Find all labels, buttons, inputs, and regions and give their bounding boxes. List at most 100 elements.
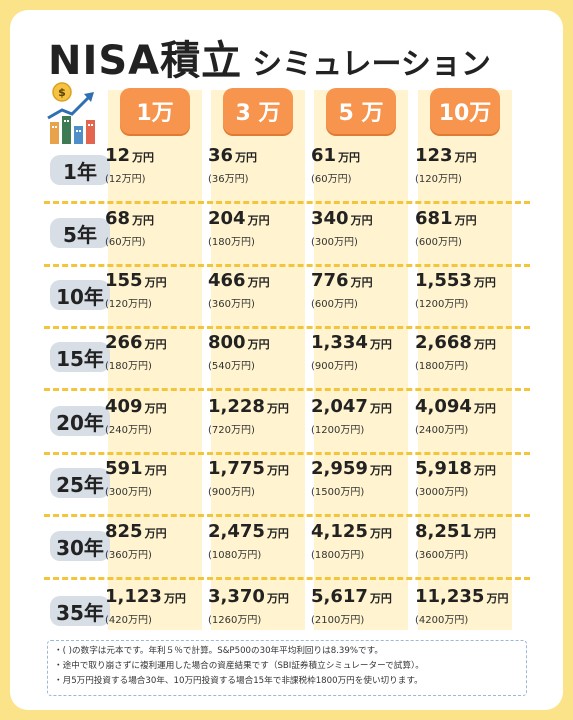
year-label: 5年	[50, 218, 110, 248]
principal-amount: (60万円)	[105, 237, 146, 248]
principal-amount: (1800万円)	[415, 361, 469, 372]
principal-amount: (600万円)	[311, 299, 358, 310]
result-value: 11,235 万円	[415, 586, 519, 607]
principal-amount: (720万円)	[208, 425, 255, 436]
unit-label: 万円	[454, 214, 477, 227]
result-value: 2,668 万円	[415, 332, 519, 353]
principal-amount: (1500万円)	[311, 487, 365, 498]
result-cell: 681 万円 (600万円)	[415, 208, 519, 248]
result-cell: 2,959 万円 (1500万円)	[311, 458, 415, 498]
unit-label: 万円	[247, 338, 270, 351]
result-cell: 36 万円 (36万円)	[208, 145, 312, 185]
unit-label: 万円	[266, 527, 289, 540]
unit-label: 万円	[266, 402, 289, 415]
result-value: 1,775 万円	[208, 458, 312, 479]
unit-label: 万円	[144, 276, 167, 289]
note-line: ・途中で取り崩さずに複利運用した場合の資産結果です（SBI証券積立シミュレーター…	[54, 661, 424, 671]
unit-label: 万円	[473, 527, 496, 540]
note-line: ・( )の数字は元本です。年利５％で計算。S&P500の30年平均利回りは8.3…	[54, 646, 383, 656]
result-cell: 5,617 万円 (2100万円)	[311, 586, 415, 626]
principal-amount: (120万円)	[415, 174, 462, 185]
unit-label: 万円	[144, 464, 167, 477]
unit-label: 万円	[473, 464, 496, 477]
result-value: 409 万円	[105, 396, 209, 417]
svg-text:$: $	[58, 86, 66, 99]
result-cell: 409 万円 (240万円)	[105, 396, 209, 436]
amount: 681	[415, 208, 453, 229]
unit-label: 万円	[369, 464, 392, 477]
year-label: 25年	[50, 468, 110, 498]
principal-amount: (1260万円)	[208, 615, 262, 626]
amount: 12	[105, 145, 131, 166]
result-cell: 825 万円 (360万円)	[105, 521, 209, 561]
amount: 2,959	[311, 458, 368, 479]
note-line: ・月5万円投資する場合30年、10万円投資する場合15年で非課税枠1800万円を…	[54, 676, 423, 686]
unit-label: 万円	[473, 276, 496, 289]
result-value: 5,918 万円	[415, 458, 519, 479]
row-divider	[44, 388, 530, 391]
year-label: 30年	[50, 531, 110, 561]
result-cell: 155 万円 (120万円)	[105, 270, 209, 310]
amount: 800	[208, 332, 246, 353]
column-header-3: 5 万	[326, 88, 396, 134]
amount: 4,125	[311, 521, 368, 542]
result-cell: 800 万円 (540万円)	[208, 332, 312, 372]
result-cell: 2,047 万円 (1200万円)	[311, 396, 415, 436]
result-value: 4,094 万円	[415, 396, 519, 417]
principal-amount: (540万円)	[208, 361, 255, 372]
page-title: NISA積立 シミュレーション	[48, 28, 491, 86]
principal-amount: (900万円)	[208, 487, 255, 498]
unit-label: 万円	[144, 402, 167, 415]
result-value: 68 万円	[105, 208, 209, 229]
result-value: 3,370 万円	[208, 586, 312, 607]
unit-label: 万円	[350, 276, 373, 289]
amount: 591	[105, 458, 143, 479]
amount: 2,475	[208, 521, 265, 542]
unit-label: 万円	[144, 338, 167, 351]
unit-label: 万円	[144, 527, 167, 540]
amount: 5,617	[311, 586, 368, 607]
result-cell: 4,094 万円 (2400万円)	[415, 396, 519, 436]
row-divider	[44, 201, 530, 204]
amount: 825	[105, 521, 143, 542]
unit-label: 万円	[266, 592, 289, 605]
amount: 340	[311, 208, 349, 229]
amount: 11,235	[415, 586, 485, 607]
result-cell: 68 万円 (60万円)	[105, 208, 209, 248]
amount: 36	[208, 145, 234, 166]
amount: 8,251	[415, 521, 472, 542]
amount: 776	[311, 270, 349, 291]
amount: 204	[208, 208, 246, 229]
growth-chart-money-icon: $	[44, 80, 104, 148]
unit-label: 万円	[369, 338, 392, 351]
result-cell: 1,334 万円 (900万円)	[311, 332, 415, 372]
year-label: 35年	[50, 596, 110, 626]
result-cell: 776 万円 (600万円)	[311, 270, 415, 310]
principal-amount: (36万円)	[208, 174, 249, 185]
result-cell: 340 万円 (300万円)	[311, 208, 415, 248]
principal-amount: (180万円)	[105, 361, 152, 372]
amount: 466	[208, 270, 246, 291]
amount: 4,094	[415, 396, 472, 417]
result-value: 466 万円	[208, 270, 312, 291]
amount: 2,668	[415, 332, 472, 353]
principal-amount: (2100万円)	[311, 615, 365, 626]
principal-amount: (60万円)	[311, 174, 352, 185]
principal-amount: (120万円)	[105, 299, 152, 310]
result-cell: 11,235 万円 (4200万円)	[415, 586, 519, 626]
amount: 2,047	[311, 396, 368, 417]
column-highlight	[108, 90, 202, 630]
year-label: 15年	[50, 342, 110, 372]
principal-amount: (300万円)	[311, 237, 358, 248]
result-value: 123 万円	[415, 145, 519, 166]
result-value: 5,617 万円	[311, 586, 415, 607]
column-highlight	[211, 90, 305, 630]
amount: 5,918	[415, 458, 472, 479]
result-value: 800 万円	[208, 332, 312, 353]
result-value: 776 万円	[311, 270, 415, 291]
principal-amount: (1080万円)	[208, 550, 262, 561]
principal-amount: (12万円)	[105, 174, 146, 185]
principal-amount: (1200万円)	[415, 299, 469, 310]
principal-amount: (1800万円)	[311, 550, 365, 561]
year-label: 10年	[50, 280, 110, 310]
